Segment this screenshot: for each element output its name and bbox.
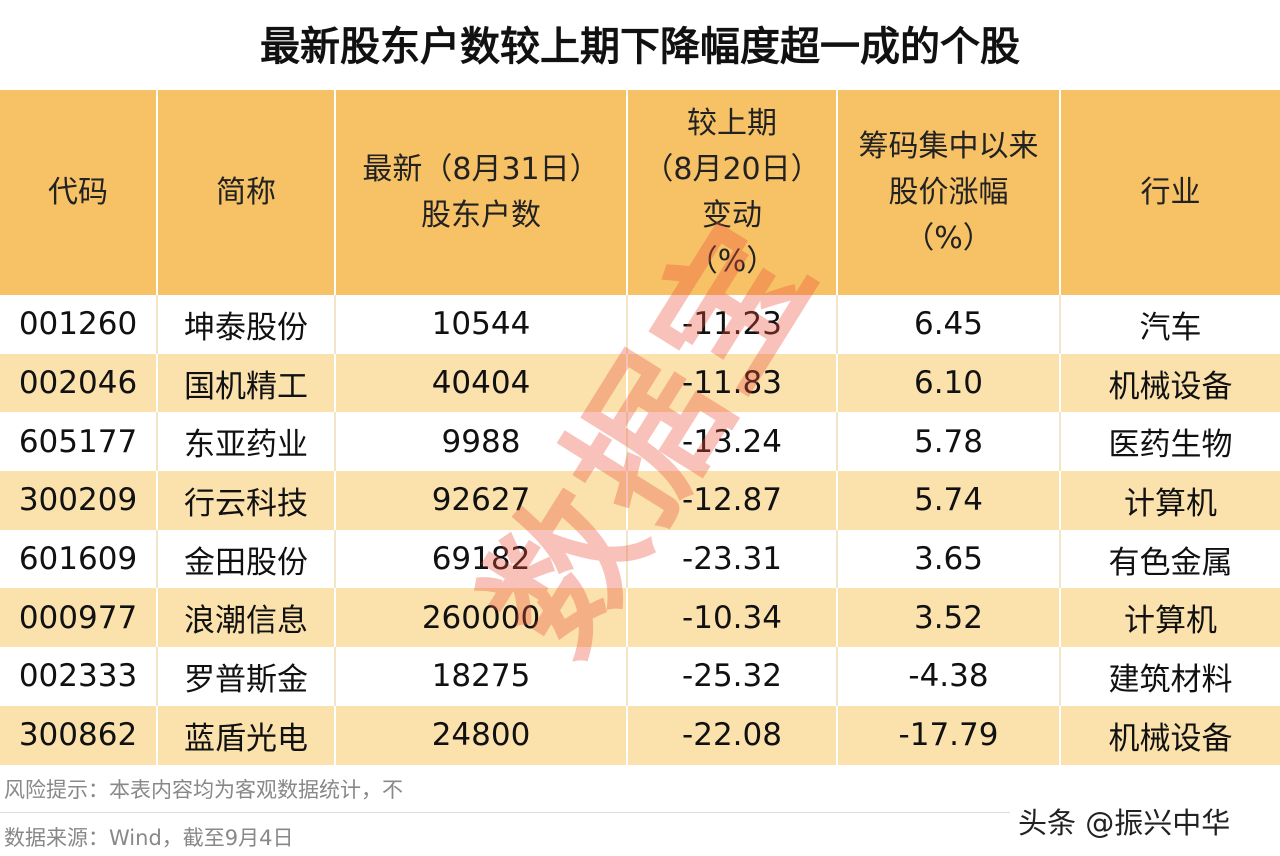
cell: 6.10 — [836, 353, 1060, 413]
header-line: 较上期 — [687, 105, 777, 141]
cell: 建筑材料 — [1059, 647, 1280, 706]
cell: 24800 — [334, 705, 627, 765]
table-row: 002333 罗普斯金 18275 -25.32 -4.38 建筑材料 — [0, 647, 1280, 706]
cell: -17.79 — [836, 705, 1060, 765]
cell: 002046 — [0, 353, 157, 413]
cell: -11.83 — [626, 353, 837, 413]
table-row: 001260 坤泰股份 10544 -11.23 6.45 汽车 — [0, 295, 1280, 354]
header-line: 简称 — [216, 174, 276, 210]
cell: 260000 — [334, 588, 627, 648]
cell: -22.08 — [626, 705, 837, 765]
cell: 5.78 — [836, 412, 1060, 472]
header-line: 筹码集中以来 — [858, 128, 1039, 164]
header-line: （%） — [904, 220, 993, 256]
header-line: 变动 — [702, 197, 762, 233]
table-row: 601609 金田股份 69182 -23.31 3.65 有色金属 — [0, 529, 1280, 589]
table-row: 300209 行云科技 92627 -12.87 5.74 计算机 — [0, 471, 1280, 530]
title: 最新股东户数较上期下降幅度超一成的个股 — [260, 24, 1020, 70]
cell: 计算机 — [1059, 471, 1280, 530]
header-line: 代码 — [48, 174, 108, 210]
cell: 汽车 — [1059, 295, 1280, 354]
column-header: 筹码集中以来 股价涨幅 （%） — [836, 90, 1060, 295]
cell: 605177 — [18, 423, 138, 460]
column-header: 最新（8月31日） 股东户数 — [334, 90, 627, 295]
cell: 92627 — [334, 471, 627, 530]
header-line: （%） — [687, 243, 777, 279]
cell: -25.32 — [626, 647, 837, 706]
table-row: 000977 浪潮信息 260000 -10.34 3.52 计算机 — [0, 588, 1280, 648]
cell: 9988 — [334, 412, 627, 472]
cell: 000977 — [0, 588, 157, 648]
cell: 001260 — [18, 306, 138, 343]
cell: 300862 — [0, 705, 157, 765]
cell: 3.52 — [836, 588, 1060, 648]
cell: 有色金属 — [1059, 529, 1280, 589]
cell: 601609 — [18, 541, 138, 578]
cell: -4.38 — [836, 647, 1060, 706]
cell: 蓝盾光电 — [156, 705, 335, 765]
header-row: 代码 简称 最新（8月31日） 股东户数 较上期 （8月20日） 变动 （%） 筹码集中以来 股价… — [0, 90, 1280, 295]
table-row: 605177 东亚药业 9988 -13.24 5.78 医药生物 — [0, 412, 1280, 472]
header-line: 股价涨幅 — [888, 174, 1009, 210]
cell: -23.31 — [626, 529, 837, 589]
header-line: 最新（8月31日） — [362, 151, 600, 187]
header-line: 股东户数 — [421, 197, 541, 233]
cell: -11.23 — [626, 295, 837, 354]
column-header: 代码 — [0, 90, 157, 295]
cell: 国机精工 — [156, 353, 335, 413]
cell: 6.45 — [836, 295, 1060, 354]
cell: 5.74 — [836, 471, 1060, 530]
cell: 40404 — [334, 353, 627, 413]
cell: 002333 — [18, 658, 138, 695]
cell: 浪潮信息 — [156, 588, 335, 648]
cell: 医药生物 — [1059, 412, 1280, 472]
cell: 计算机 — [1059, 588, 1280, 648]
divider — [0, 812, 1010, 813]
cell: 东亚药业 — [156, 412, 335, 472]
brand: 头条 @振兴中华 — [1018, 806, 1231, 840]
stock-table: 代码 简称 最新（8月31日） 股东户数 较上期 （8月20日） 变动 （%） 筹码集中以来 股价… — [0, 90, 1280, 765]
column-header: 简称 — [156, 90, 335, 295]
cell: 18275 — [334, 647, 627, 706]
cell: 行云科技 — [156, 471, 335, 530]
table-body: 001260 坤泰股份 10544 -11.23 6.45 汽车 002046 国机精工 404… — [0, 295, 1280, 765]
cell: 69182 — [334, 529, 627, 589]
column-header: 行业 — [1059, 90, 1280, 295]
column-header: 较上期 （8月20日） 变动 （%） — [626, 90, 837, 295]
cell: 罗普斯金 — [156, 647, 335, 706]
table-row: 300862 蓝盾光电 24800 -22.08 -17.79 机械设备 — [0, 705, 1280, 765]
header-line: 行业 — [1140, 174, 1201, 210]
table-row: 002046 国机精工 40404 -11.83 6.10 机械设备 — [0, 353, 1280, 413]
cell: -13.24 — [626, 412, 837, 472]
cell: 300209 — [0, 471, 157, 530]
cell: -10.34 — [626, 588, 837, 648]
cell: 金田股份 — [156, 529, 335, 589]
cell: 坤泰股份 — [156, 295, 335, 354]
cell: -12.87 — [626, 471, 837, 530]
risk-note: 风险提示：本表内容均为客观数据统计，不 — [4, 778, 403, 802]
source-note: 数据来源：Wind，截至9月4日 — [4, 826, 294, 850]
cell: 3.65 — [836, 529, 1060, 589]
cell: 机械设备 — [1059, 353, 1280, 413]
cell: 10544 — [334, 295, 627, 354]
header-line: （8月20日） — [643, 151, 821, 187]
cell: 机械设备 — [1059, 705, 1280, 765]
